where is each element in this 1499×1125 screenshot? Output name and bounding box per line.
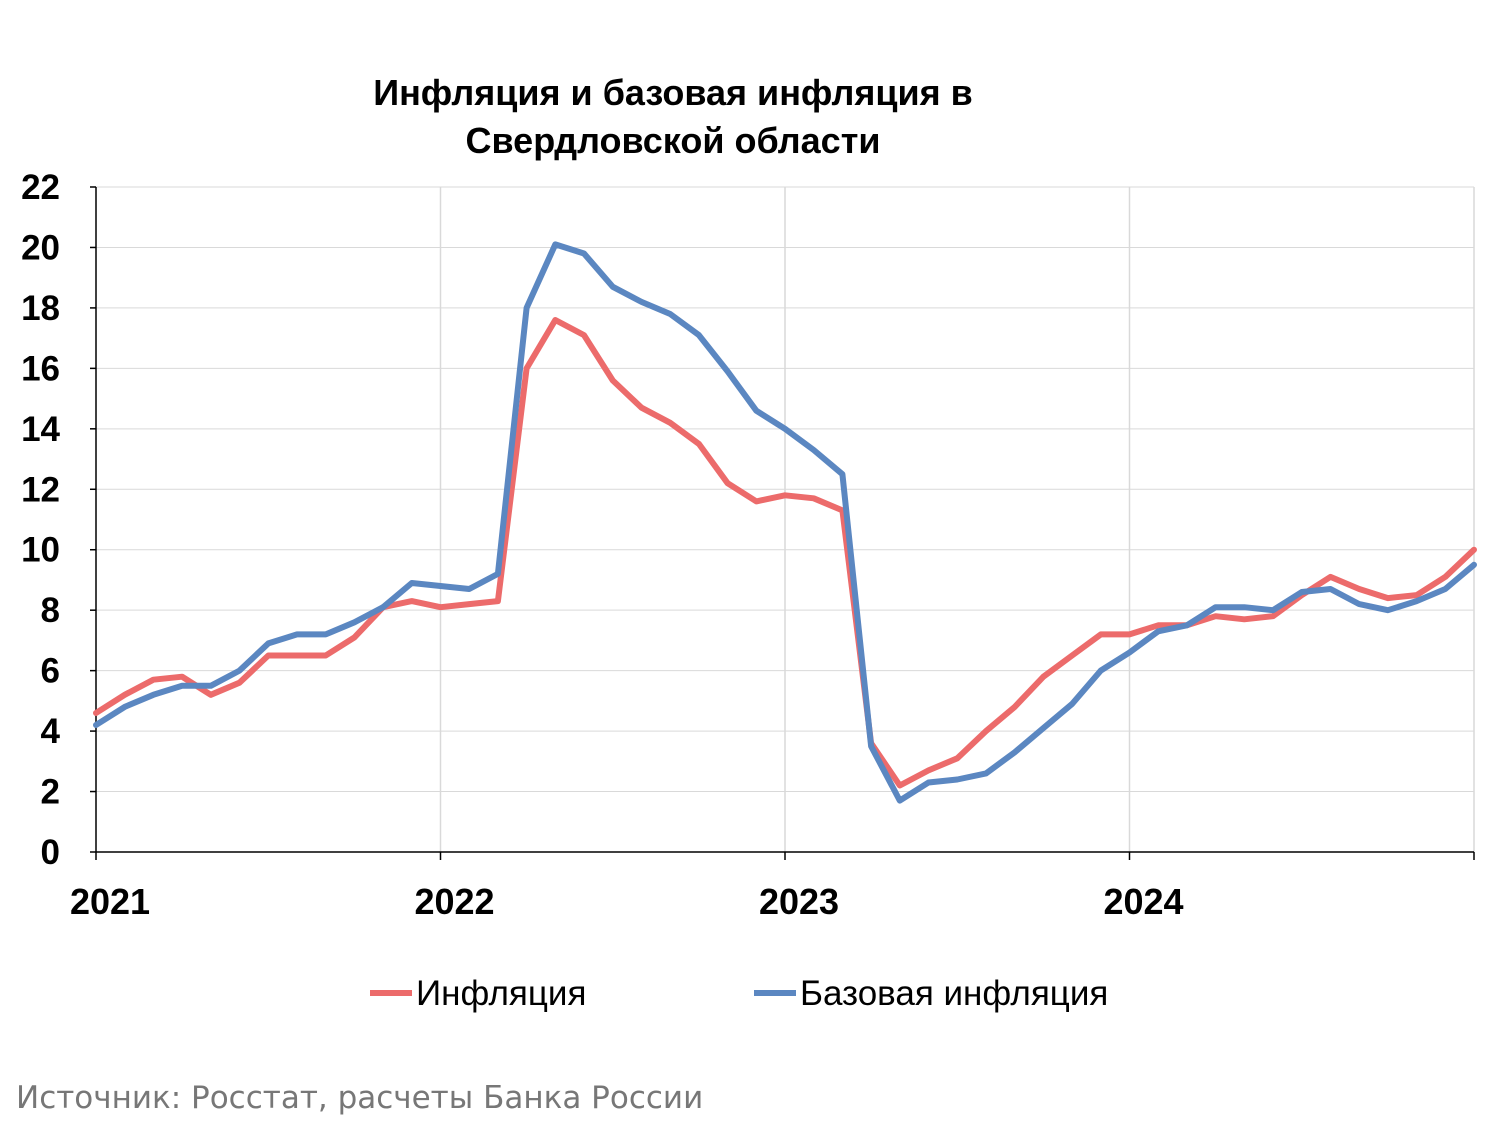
series-line-core-inflation [93, 241, 1477, 804]
y-tick-label: 6 [41, 652, 60, 691]
y-tick-label: 20 [21, 228, 60, 267]
chart-title-line-2: Свердловской области [466, 120, 881, 161]
x-tick-label: 2023 [759, 881, 839, 922]
legend: Инфляция Базовая инфляция [370, 974, 1108, 1013]
y-tick-label: 0 [41, 833, 60, 872]
gridlines [96, 186, 1475, 852]
y-tick-label: 18 [21, 289, 60, 328]
x-tick-label: 2022 [414, 881, 494, 922]
y-tick-label: 12 [21, 470, 60, 509]
series-line-inflation [93, 317, 1477, 789]
y-tick-label: 14 [21, 410, 60, 449]
x-tick-label: 2021 [70, 881, 150, 922]
legend-label-inflation: Инфляция [416, 974, 586, 1013]
source-note: Источник: Росстат, расчеты Банка России [16, 1080, 704, 1116]
y-tick-label: 10 [21, 531, 60, 570]
y-tick-label: 4 [41, 712, 61, 751]
y-tick-label: 8 [41, 591, 60, 630]
chart-title-line-1: Инфляция и базовая инфляция в [373, 72, 973, 113]
legend-label-core-inflation: Базовая инфляция [800, 974, 1108, 1013]
x-tick-label: 2024 [1103, 881, 1183, 922]
series-lines [93, 241, 1477, 804]
y-tick-label: 2 [41, 773, 60, 812]
y-tick-label: 22 [21, 168, 60, 207]
y-tick-label: 16 [21, 349, 60, 388]
